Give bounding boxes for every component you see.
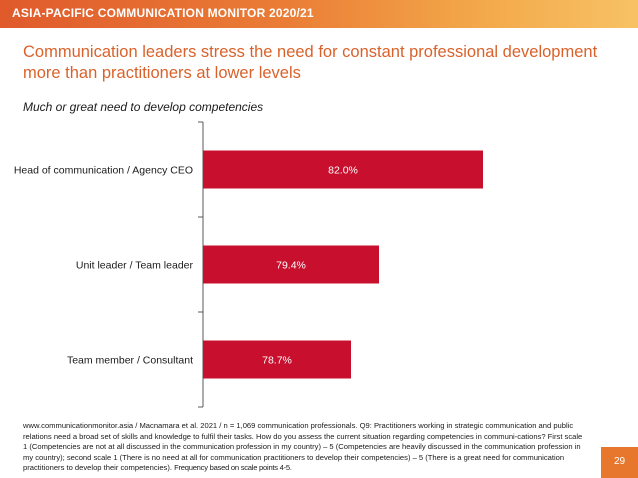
footnote-text: www.communicationmonitor.asia / Macnamar… xyxy=(23,421,583,473)
header-title: ASIA-PACIFIC COMMUNICATION MONITOR 2020/… xyxy=(12,6,314,20)
footnote-tail: Frequency based on scale points 4-5. xyxy=(174,463,292,473)
data-label: 78.7% xyxy=(262,355,292,367)
page-number-box: 29 xyxy=(601,447,638,478)
category-label: Head of communication / Agency CEO xyxy=(14,165,193,177)
chart-subtitle: Much or great need to develop competenci… xyxy=(23,100,264,114)
category-label: Unit leader / Team leader xyxy=(76,260,194,272)
data-label: 79.4% xyxy=(276,260,306,272)
data-label: 82.0% xyxy=(328,165,358,177)
bar xyxy=(203,245,379,284)
bar xyxy=(203,340,351,379)
slide-title: Communication leaders stress the need fo… xyxy=(23,43,598,82)
bar xyxy=(203,150,483,189)
header-band: ASIA-PACIFIC COMMUNICATION MONITOR 2020/… xyxy=(0,0,638,28)
page-number: 29 xyxy=(613,456,626,467)
footnote: www.communicationmonitor.asia / Macnamar… xyxy=(23,421,583,474)
category-label: Team member / Consultant xyxy=(67,355,193,367)
